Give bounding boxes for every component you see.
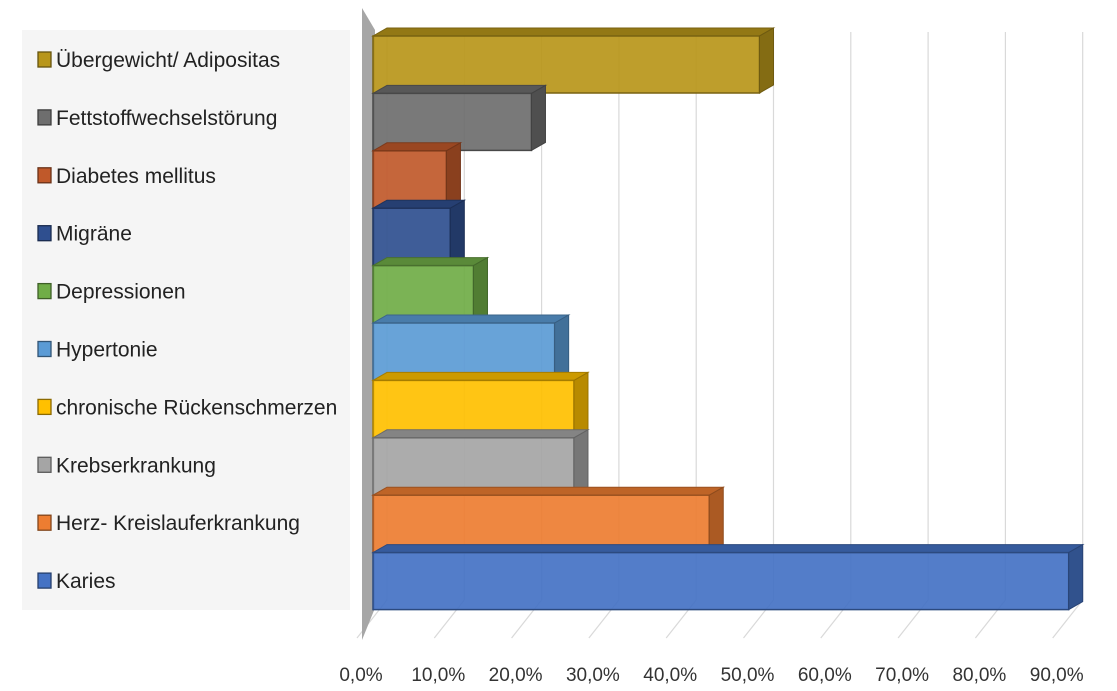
bar-4: [371, 256, 490, 324]
bar-front-face: [372, 322, 556, 381]
bar-top-face: [371, 544, 1085, 554]
bar-side-face: [1068, 543, 1084, 611]
bar-side-face: [573, 428, 589, 496]
bar-side-face: [554, 314, 570, 381]
bar-front-face: [372, 92, 533, 152]
bar-front-face: [372, 264, 475, 324]
bar-top-face: [371, 199, 467, 209]
bar-top-face: [371, 84, 548, 94]
bar-side-face: [445, 141, 461, 209]
legend: Übergewicht/ Adipositas Fettstoffwechsels…: [37, 49, 337, 593]
bar-2: [371, 141, 463, 209]
bar-1: [371, 84, 548, 152]
bar-side-face: [759, 27, 774, 94]
bar-9: [371, 543, 1085, 611]
bar-front-face: [372, 150, 448, 209]
bar-top-face: [371, 27, 776, 37]
bar-side-face: [472, 256, 488, 324]
bar-6: [371, 371, 590, 439]
axis-wall-panel: [362, 8, 375, 640]
bar-front-face: [372, 379, 575, 439]
bar-top-face: [371, 142, 463, 152]
legend-swatch: [37, 225, 52, 242]
legend-swatch: [37, 109, 52, 126]
x-tick-label: 60,0%: [798, 665, 852, 686]
x-tick-label: 40,0%: [643, 665, 697, 686]
bar-top-face: [371, 429, 590, 439]
x-tick-label: 20,0%: [489, 665, 543, 686]
bar-8: [371, 486, 726, 554]
legend-swatch: [37, 51, 52, 68]
x-axis-ticks: 0,0% 10,0% 20,0% 30,0% 40,0% 50,0% 60,0% 70,0% 8…: [339, 665, 1083, 686]
bar-top-face: [371, 257, 490, 267]
bar-front-face: [372, 207, 452, 266]
x-tick-label: 0,0%: [339, 665, 382, 686]
bar-3: [371, 199, 467, 267]
x-tick-label: 30,0%: [566, 665, 620, 686]
legend-label: Übergewicht/ Adipositas: [56, 49, 280, 72]
legend-label: Krebserkrankung: [56, 454, 216, 477]
bar-side-face: [449, 199, 465, 267]
x-tick-label: 70,0%: [875, 665, 929, 686]
bar-front-face: [372, 494, 711, 553]
legend-swatch: [37, 572, 52, 589]
x-tick-label: 10,0%: [411, 665, 465, 686]
bar-0: [371, 27, 776, 94]
gridline-floor: [1052, 599, 1084, 639]
bar-side-face: [530, 84, 546, 152]
bar-front-face: [372, 35, 761, 94]
legend-swatch: [37, 398, 52, 416]
bar-top-face: [371, 371, 590, 381]
x-tick-label: 80,0%: [952, 665, 1006, 686]
bar-side-face: [708, 486, 724, 554]
legend-label: Fettstoffwechselstörung: [56, 107, 277, 130]
bar-top-face: [371, 486, 726, 496]
legend-swatch: [37, 514, 52, 531]
legend-swatch: [37, 282, 52, 300]
bar-5: [371, 314, 571, 381]
legend-label: Herz- Kreislauferkrankung: [56, 512, 300, 535]
legend-label: Depressionen: [56, 281, 186, 304]
legend-label: Migräne: [56, 223, 132, 246]
legend-swatch: [37, 167, 52, 184]
legend-panel: [22, 30, 350, 610]
bar-front-face: [372, 551, 1070, 611]
legend-swatch: [37, 456, 52, 473]
legend-label: Karies: [56, 570, 116, 593]
bar-side-face: [573, 371, 589, 439]
bar-7: [371, 428, 590, 496]
legend-label: Diabetes mellitus: [56, 165, 216, 188]
x-tick-label: 50,0%: [721, 665, 775, 686]
x-tick-label: 90,0%: [1030, 665, 1084, 686]
legend-label: Hypertonie: [56, 339, 158, 362]
legend-label: chronische Rückenschmerzen: [56, 396, 337, 419]
bars-layer: [371, 27, 1085, 611]
bar-top-face: [371, 314, 571, 324]
bar-front-face: [372, 437, 575, 496]
axis-wall: [362, 8, 375, 640]
legend-swatch: [37, 340, 52, 358]
